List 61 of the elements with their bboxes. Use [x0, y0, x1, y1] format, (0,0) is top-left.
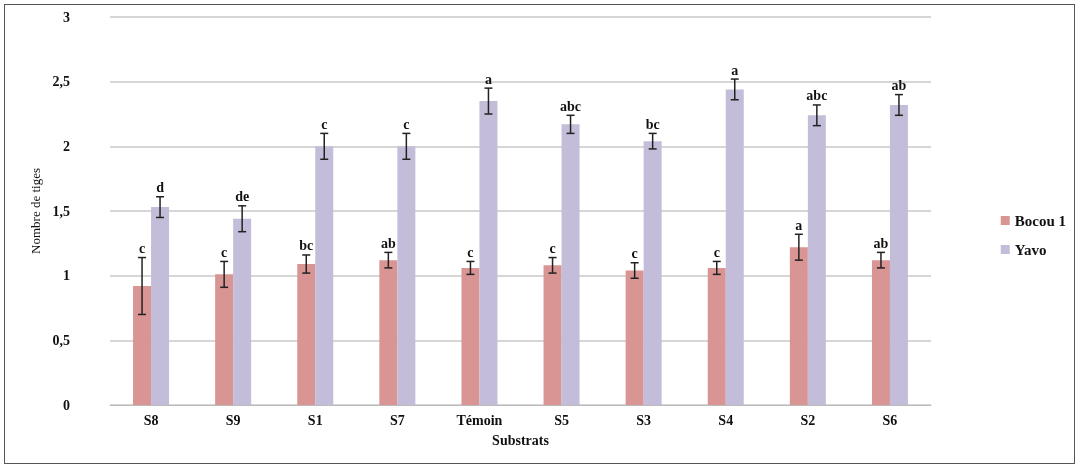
data-label: c: [221, 244, 228, 260]
data-label: abc: [560, 98, 582, 114]
y-tick-label: 0: [63, 397, 70, 413]
bar: [889, 104, 908, 405]
data-label: c: [713, 244, 720, 260]
x-tick-label: S8: [143, 412, 159, 428]
bar: [789, 247, 808, 405]
legend-label: Yavo: [1014, 241, 1047, 258]
bar: [625, 270, 644, 405]
x-tick-label: S1: [307, 412, 323, 428]
data-label: bc: [645, 116, 660, 132]
bar: [643, 141, 662, 405]
y-tick-label: 1,5: [52, 203, 70, 219]
y-tick-label: 0,5: [52, 332, 70, 348]
bar: [233, 218, 252, 405]
bar: [215, 274, 234, 405]
x-tick-label: S5: [554, 412, 569, 428]
bar: [543, 265, 562, 405]
bar: [461, 267, 480, 405]
bar: [871, 260, 890, 405]
x-tick-label: Témoin: [456, 412, 503, 428]
data-label: ab: [891, 78, 907, 94]
y-tick-label: 2: [63, 138, 70, 154]
data-label: c: [403, 116, 410, 132]
data-label: c: [321, 116, 328, 132]
bar: [807, 115, 826, 405]
bar: [133, 286, 152, 405]
bar: [479, 101, 498, 405]
data-label: c: [138, 241, 146, 257]
bar: [379, 260, 398, 405]
bar: [707, 267, 726, 405]
data-label: a: [731, 62, 739, 78]
y-tick-label: 1: [63, 268, 70, 284]
data-label: ab: [380, 235, 396, 251]
legend-label: Bocou 1: [1014, 212, 1067, 229]
x-tick-label: S2: [800, 412, 816, 428]
bar: [561, 124, 580, 405]
bar: [151, 207, 170, 405]
data-label: c: [631, 246, 638, 262]
data-label: bc: [299, 238, 314, 254]
x-tick-label: S4: [718, 412, 734, 428]
data-label: abc: [806, 88, 828, 104]
x-tick-label: S6: [882, 412, 898, 428]
y-tick-label: 3: [63, 9, 70, 25]
y-axis-title: Nombre de tiges: [27, 168, 43, 254]
x-tick-label: S7: [389, 412, 405, 428]
bar: [397, 146, 416, 405]
data-label: d: [156, 180, 165, 196]
data-label: ab: [873, 235, 889, 251]
bar: [297, 264, 316, 405]
bar: [725, 89, 744, 405]
x-tick-label: S9: [225, 412, 241, 428]
bar: [315, 146, 334, 405]
data-label: c: [549, 241, 556, 257]
data-label: de: [235, 189, 250, 205]
x-tick-label: S3: [636, 412, 652, 428]
x-axis-title: Substrats: [492, 432, 550, 448]
data-label: a: [484, 71, 492, 87]
data-label: c: [467, 244, 474, 260]
y-tick-label: 2,5: [52, 74, 70, 90]
data-label: a: [795, 217, 803, 233]
